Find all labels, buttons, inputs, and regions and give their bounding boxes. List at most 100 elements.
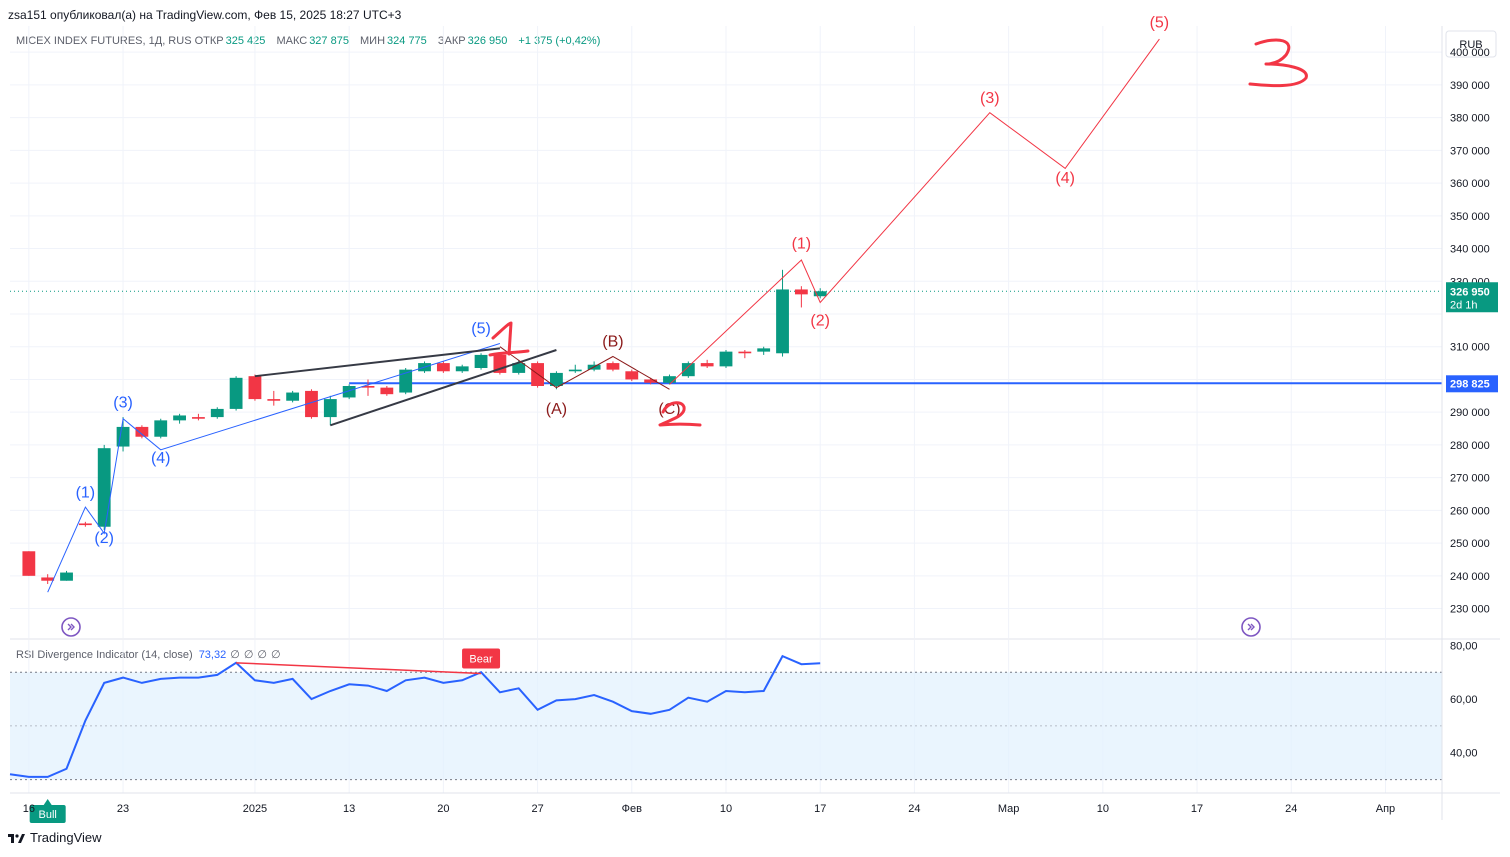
currency-box (1445, 30, 1497, 58)
impulse-wave-path (47, 343, 501, 593)
rsi-tick-label: 80,00 (1450, 640, 1478, 652)
handwritten-1-mark (491, 321, 513, 356)
candle-body (97, 448, 111, 527)
candle (154, 418, 168, 439)
last-price-tag (1446, 282, 1498, 313)
candle-body (286, 392, 300, 401)
candle-body (248, 376, 262, 400)
handwritten-3-mark (1248, 38, 1308, 88)
candle (361, 379, 375, 396)
axes-frame: RUB (10, 26, 1500, 820)
time-axis[interactable]: 16 23 2025 13 20 27 Фев 10 17 24 Мар 10 17 24 Апр (23, 803, 1395, 815)
candle-body (41, 577, 55, 581)
candle-body (681, 363, 695, 377)
candle-body (663, 376, 676, 383)
candle (606, 361, 620, 372)
candle-body (512, 363, 526, 373)
rsi-legend: RSI Divergence Indicator (14, close) 73,3… (16, 648, 281, 661)
candle-body (173, 415, 186, 421)
candle-body (794, 289, 808, 295)
candle (229, 376, 243, 411)
rsi-axis[interactable]: 40,00 60,00 80,00 (1450, 640, 1478, 759)
footer-brand[interactable]: TradingView (8, 830, 102, 845)
close-value: 326 950 (467, 35, 508, 47)
price-tick-label: 250 000 (1450, 538, 1490, 550)
candle-body (550, 372, 563, 386)
grid-lines (10, 26, 1442, 793)
candle (41, 574, 55, 584)
candle (116, 417, 130, 452)
price-tick-label: 350 000 (1450, 211, 1490, 223)
chart-icons (61, 617, 1261, 637)
time-tick-label: 2025 (243, 803, 267, 815)
tradingview-logo-icon (8, 833, 25, 843)
candle-body (738, 351, 752, 354)
candle-body (210, 408, 224, 418)
candle-body (399, 369, 413, 393)
price-tick-label: 240 000 (1450, 571, 1490, 583)
candle (813, 288, 827, 299)
candle (625, 369, 639, 382)
correction-wave-label: (A) (546, 401, 567, 418)
price-tick-label: 230 000 (1450, 604, 1490, 616)
candle (568, 364, 582, 373)
bear-divergence-line (236, 662, 482, 675)
level-price-tag (1446, 375, 1498, 393)
rsi-name[interactable]: RSI Divergence Indicator (14, close) (16, 649, 193, 661)
candle-body (568, 369, 582, 372)
time-tick-label: 17 (1191, 803, 1203, 815)
wedge-trendline (329, 349, 557, 427)
candle-body (78, 523, 92, 526)
projection-wave-label: (4) (1055, 170, 1075, 187)
wave-annotations: (1) (2) (3) (4) (5) (A) (B) (C) (1) (2) (3) (4) (5) (47, 15, 1169, 593)
time-tick-label: Апр (1376, 803, 1395, 815)
rsi-value: 73,32 (198, 649, 227, 661)
footer-brand-text: TradingView (30, 830, 102, 845)
scroll-arrow-icon (1247, 623, 1255, 631)
rsi-placeholder-4: ∅ (271, 649, 281, 661)
rsi-band (10, 671, 1442, 781)
candle (399, 368, 413, 395)
price-axis[interactable]: 230 000 240 000 250 000 260 000 270 000 280 0… (1450, 47, 1490, 615)
time-tick-label: Мар (998, 803, 1020, 815)
candle (97, 444, 111, 530)
open-label: ОТКР (194, 35, 224, 47)
candle (719, 350, 733, 368)
projection-wave-label: (3) (980, 90, 1000, 107)
symbol-name[interactable]: MICEX INDEX FUTURES, 1Д, RUS (16, 35, 192, 47)
candle (342, 384, 356, 400)
candle (60, 570, 73, 581)
impulse-wave-label: (4) (151, 450, 171, 467)
change-value: +1 375 (+0,42%) (518, 35, 601, 47)
candle (305, 389, 318, 419)
candle (135, 425, 149, 439)
price-tick-label: 370 000 (1450, 145, 1490, 157)
handwritten-2-mark (658, 401, 702, 427)
time-tick-label: 13 (343, 803, 355, 815)
candle (474, 353, 488, 370)
price-tick-label: 390 000 (1450, 80, 1490, 92)
price-tick-label: 380 000 (1450, 113, 1490, 125)
time-tick-label: 24 (908, 803, 920, 815)
time-tick-label: 27 (531, 803, 543, 815)
candle (700, 359, 714, 368)
candle (380, 386, 394, 396)
candle-body (135, 426, 149, 437)
impulse-wave-label: (3) (113, 394, 133, 411)
projection-wave-path (669, 38, 1160, 385)
projection-wave-label: (1) (792, 236, 812, 253)
candle (794, 286, 808, 308)
candle-body (305, 390, 318, 418)
high-label: МАКС (276, 35, 308, 47)
candle-body (776, 289, 789, 354)
rsi-placeholder-1: ∅ (230, 649, 240, 661)
correction-wave-path (499, 346, 670, 390)
price-tick-label: 340 000 (1450, 244, 1490, 256)
price-candles (22, 269, 827, 584)
candle (323, 395, 337, 426)
open-value: 325 425 (225, 35, 266, 47)
candle (22, 551, 36, 576)
time-tick-label: 10 (720, 803, 732, 815)
candle-body (625, 371, 639, 380)
